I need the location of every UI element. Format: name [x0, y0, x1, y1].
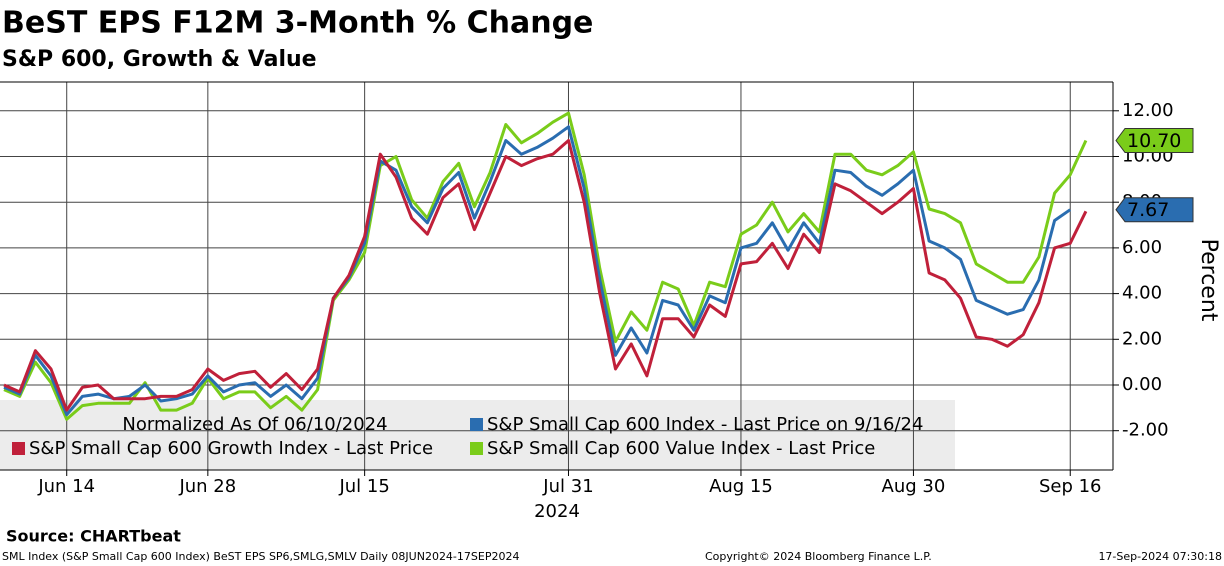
x-tick-label: Jul 15 [338, 476, 389, 497]
x-tick-label: Jun 28 [178, 476, 236, 497]
y-tick-label: 12.00 [1122, 100, 1174, 121]
footer-center: Copyright© 2024 Bloomberg Finance L.P. [705, 550, 932, 563]
series-line [3, 125, 1072, 417]
series-line [3, 111, 1088, 421]
last-value-tag [1115, 197, 1194, 223]
x-tick-label: Jul 31 [542, 476, 593, 497]
legend-box [0, 400, 955, 470]
x-tick-label: Aug 30 [882, 476, 946, 497]
legend-swatch [470, 418, 483, 431]
footer-right: 17-Sep-2024 07:30:18 [1098, 550, 1222, 563]
x-tick-label: Aug 15 [709, 476, 773, 497]
y-tick-label: -2.00 [1122, 420, 1169, 441]
series-line [3, 139, 1088, 412]
footer-left: SML Index (S&P Small Cap 600 Index) BeST… [2, 550, 519, 563]
source: Source: CHARTbeat [6, 527, 181, 546]
y-tick-label: 6.00 [1122, 237, 1162, 258]
y-axis-title: Percent [1196, 239, 1221, 322]
y-tick-label: 0.00 [1122, 374, 1162, 395]
last-value-label: 7.67 [1127, 199, 1169, 221]
chart-subtitle: S&P 600, Growth & Value [2, 47, 317, 72]
y-tick-label: 4.00 [1122, 283, 1162, 304]
legend-swatch [12, 442, 25, 455]
x-tick-label: Sep 16 [1039, 476, 1102, 497]
x-tick-label: Jun 14 [37, 476, 95, 497]
legend-label: S&P Small Cap 600 Index - Last Price on … [487, 414, 923, 435]
chart-title: BeST EPS F12M 3-Month % Change [2, 6, 593, 41]
legend-label: S&P Small Cap 600 Growth Index - Last Pr… [29, 438, 433, 459]
y-tick-label: 2.00 [1122, 328, 1162, 349]
legend-swatch [470, 442, 483, 455]
last-value-label: 10.70 [1127, 130, 1181, 152]
last-value-tag [1115, 127, 1194, 153]
legend-label: S&P Small Cap 600 Value Index - Last Pri… [487, 438, 875, 459]
x-year-label: 2024 [534, 501, 580, 522]
legend-note: Normalized As Of 06/10/2024 [122, 414, 387, 435]
